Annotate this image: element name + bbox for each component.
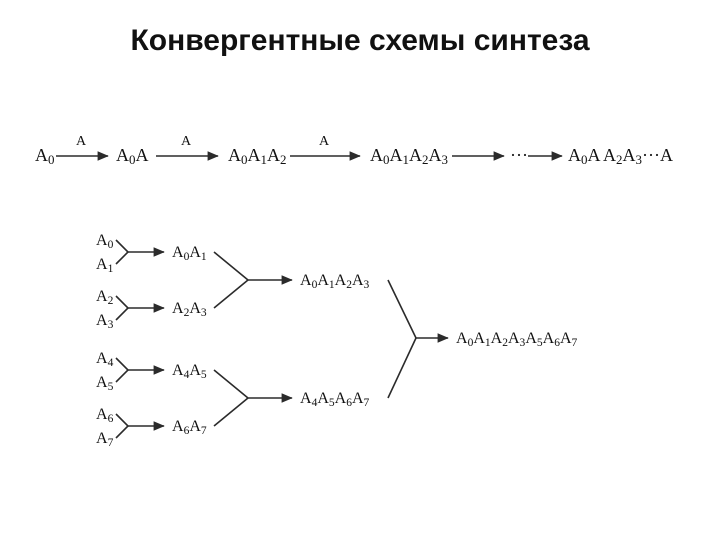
leaf-A3: A3 xyxy=(96,312,113,331)
linear-node-L2: A0A1A2 xyxy=(228,145,286,168)
linear-node-L4: ··· xyxy=(510,145,528,166)
linear-node-L5: A0A A2A3···A xyxy=(568,145,673,168)
pair-P67: A6A7 xyxy=(172,418,207,437)
leaf-A5: A5 xyxy=(96,374,113,393)
linear-node-L3: A0A1A2A3 xyxy=(370,145,448,168)
quad-P0123: A0A1A2A3 xyxy=(300,272,369,291)
arrow-label: A xyxy=(76,134,86,150)
quad-P4567: A4A5A6A7 xyxy=(300,390,369,409)
pair-P45: A4A5 xyxy=(172,362,207,381)
pair-P23: A2A3 xyxy=(172,300,207,319)
linear-node-L1: A0A xyxy=(116,145,148,168)
leaf-A6: A6 xyxy=(96,406,113,425)
page-title: Конвергентные схемы синтеза xyxy=(0,24,720,58)
arrow-label: A xyxy=(319,134,329,150)
slide: Конвергентные схемы синтеза A0A0AA0A1A2A… xyxy=(0,0,720,540)
pair-P01: A0A1 xyxy=(172,244,207,263)
root-node: A0A1A2A3A5A6A7 xyxy=(456,330,577,349)
leaf-A7: A7 xyxy=(96,430,113,449)
leaf-A4: A4 xyxy=(96,350,113,369)
leaf-A0: A0 xyxy=(96,232,113,251)
linear-node-L0: A0 xyxy=(35,145,54,168)
arrow-label: A xyxy=(181,134,191,150)
leaf-A1: A1 xyxy=(96,256,113,275)
leaf-A2: A2 xyxy=(96,288,113,307)
